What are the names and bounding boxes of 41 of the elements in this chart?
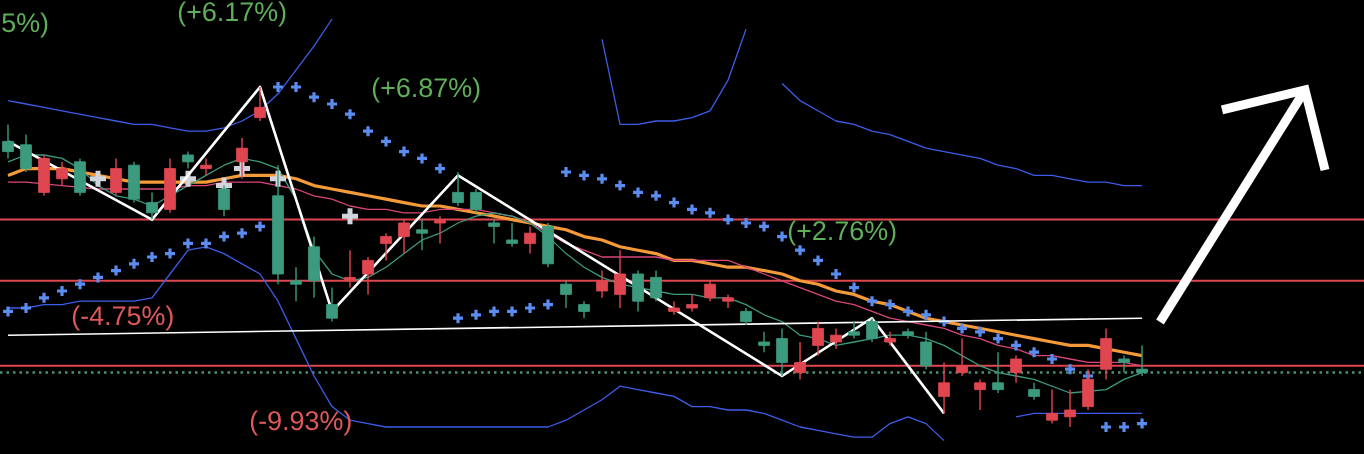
candlestick (290, 266, 302, 302)
candlestick (524, 225, 536, 255)
candlestick (686, 293, 698, 313)
candlestick (920, 331, 932, 370)
candlestick (758, 331, 770, 353)
text: 5%) (2, 12, 48, 38)
candlestick (146, 191, 158, 221)
candlestick (668, 300, 680, 316)
candlestick (866, 317, 878, 343)
candlestick (848, 320, 860, 340)
candlestick (470, 188, 482, 214)
candlestick (452, 171, 464, 207)
candlestick (416, 218, 428, 251)
candlestick (236, 137, 248, 180)
candlestick (254, 86, 266, 122)
annotation: (+6.87%) (372, 77, 480, 103)
candlestick (650, 269, 662, 302)
candlestick (56, 161, 68, 187)
candlestick (812, 320, 824, 357)
candlestick (110, 157, 122, 197)
text: (+6.17%) (178, 1, 286, 27)
point (87, 168, 109, 190)
candlestick (830, 327, 842, 350)
candlestick (380, 232, 392, 262)
candlestick (1118, 354, 1130, 374)
candlestick (974, 378, 986, 411)
annotation: (+2.76%) (788, 220, 896, 246)
candlestick (326, 286, 338, 323)
annotation: (-4.75%) (72, 305, 173, 331)
point (339, 205, 361, 227)
candlestick (776, 327, 788, 377)
candlestick (1064, 388, 1076, 428)
candlestick (506, 222, 518, 248)
candlestick (560, 280, 572, 309)
candlestick (218, 184, 230, 217)
candlestick (1046, 388, 1058, 425)
candlestick (488, 218, 500, 245)
candlestick (2, 123, 14, 160)
annotation: (-9.93%) (250, 410, 351, 436)
candlestick (200, 157, 212, 177)
candlestick (722, 293, 734, 309)
